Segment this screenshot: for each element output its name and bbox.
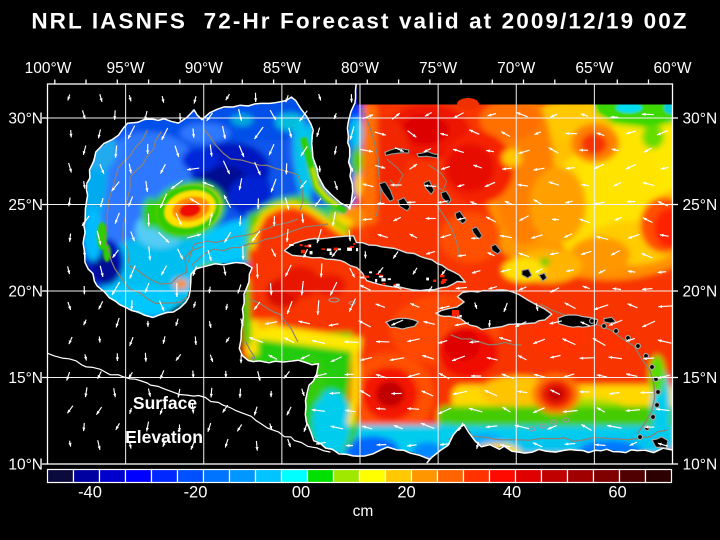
svg-text:Elevation: Elevation [125, 427, 203, 447]
svg-text:75°W: 75°W [419, 60, 457, 77]
svg-text:-20: -20 [184, 484, 208, 502]
svg-text:25°N: 25°N [683, 197, 718, 214]
svg-text:10°N: 10°N [683, 457, 718, 474]
svg-text:10°N: 10°N [8, 457, 43, 474]
svg-text:15°N: 15°N [683, 370, 718, 387]
svg-text:90°W: 90°W [185, 60, 223, 77]
svg-text:Surface: Surface [133, 393, 197, 413]
svg-text:-40: -40 [78, 484, 102, 502]
svg-text:40: 40 [503, 484, 521, 502]
svg-text:70°W: 70°W [497, 60, 535, 77]
svg-text:100°W: 100°W [25, 60, 72, 77]
svg-text:20: 20 [397, 484, 415, 502]
svg-text:60°W: 60°W [653, 60, 691, 77]
svg-text:85°W: 85°W [263, 60, 301, 77]
svg-text:00: 00 [292, 484, 310, 502]
svg-text:25°N: 25°N [8, 197, 43, 214]
svg-text:cm: cm [353, 503, 374, 520]
svg-text:65°W: 65°W [575, 60, 613, 77]
svg-text:15°N: 15°N [8, 370, 43, 387]
svg-text:95°W: 95°W [107, 60, 145, 77]
svg-text:80°W: 80°W [341, 60, 379, 77]
svg-text:60: 60 [608, 484, 626, 502]
svg-text:20°N: 20°N [8, 284, 43, 301]
svg-text:30°N: 30°N [8, 111, 43, 128]
svg-text:20°N: 20°N [683, 284, 718, 301]
svg-text:NRL IASNFS 72-Hr Forecast val: NRL IASNFS 72-Hr Forecast valid at 2009/… [31, 9, 688, 34]
svg-text:30°N: 30°N [683, 111, 718, 128]
